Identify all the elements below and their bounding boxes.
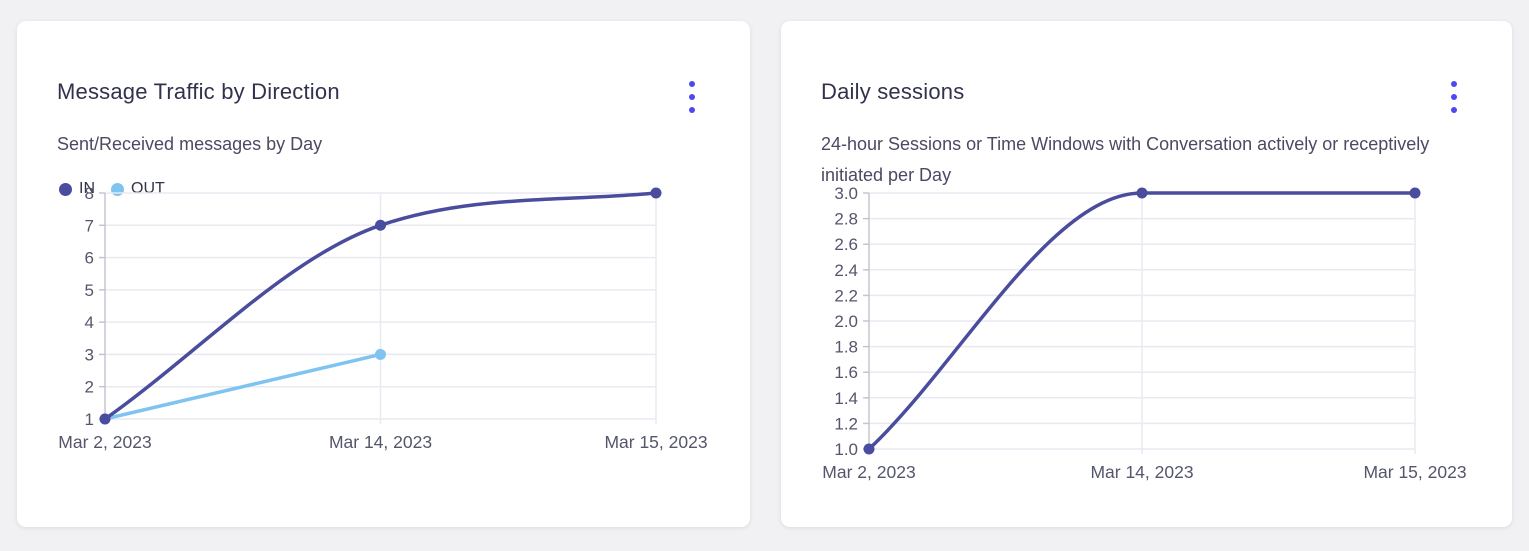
y-axis-tick-label: 1.0 (834, 440, 858, 459)
y-axis-tick-label: 2.6 (834, 235, 858, 254)
card-options-button[interactable] (678, 75, 706, 119)
kebab-menu-icon (1451, 81, 1457, 113)
x-axis-tick-label: Mar 15, 2023 (604, 432, 707, 452)
data-point[interactable] (99, 413, 111, 425)
data-point[interactable] (863, 443, 875, 455)
data-point[interactable] (375, 348, 386, 360)
x-axis-tick-label: Mar 2, 2023 (822, 462, 915, 482)
series-line-daily-sessions (867, 191, 1417, 451)
card-options-button[interactable] (1440, 75, 1468, 119)
x-axis-tick-label: Mar 2, 2023 (58, 432, 151, 452)
y-axis-tick-label: 8 (85, 184, 94, 203)
kebab-menu-icon (689, 81, 695, 113)
y-axis-tick-label: 1.4 (834, 389, 858, 408)
y-axis-tick-label: 2.2 (834, 286, 858, 305)
data-point[interactable] (650, 187, 662, 199)
y-axis-tick-label: 1.6 (834, 363, 858, 382)
y-axis-tick-label: 5 (85, 281, 94, 300)
daily-sessions-line-chart[interactable]: 1.0 1.2 1.4 1.6 1.8 2.0 2.2 2.4 2.6 2.8 3.0 Mar 2, … (781, 171, 1512, 501)
card-title: Message Traffic by Direction (57, 79, 340, 104)
message-traffic-card: Message Traffic by Direction Sent/Receiv… (17, 21, 750, 527)
data-point[interactable] (1136, 187, 1148, 199)
card-subtitle: 24-hour Sessions or Time Windows with Co… (821, 134, 1430, 185)
legend-item-in[interactable]: IN (59, 180, 95, 198)
y-axis-tick-label: 2.8 (834, 210, 858, 229)
y-axis-tick-label: 1.8 (834, 338, 858, 357)
x-axis-tick-label: Mar 15, 2023 (1363, 462, 1466, 482)
series-line-out (103, 352, 383, 421)
daily-sessions-card: Daily sessions 24-hour Sessions or Time … (781, 21, 1512, 527)
card-subtitle: Sent/Received messages by Day (57, 134, 323, 154)
y-axis-tick-label: 6 (85, 249, 94, 268)
legend-color-dot (59, 182, 72, 196)
data-point[interactable] (375, 219, 386, 231)
legend-label: IN (79, 180, 95, 197)
card-title: Daily sessions (821, 79, 965, 104)
y-axis-tick-label: 7 (85, 216, 94, 235)
y-axis-tick-label: 3.0 (834, 184, 858, 203)
y-axis-tick-label: 3 (85, 345, 94, 364)
x-axis-tick-label: Mar 14, 2023 (1090, 462, 1193, 482)
data-point[interactable] (1409, 187, 1421, 199)
y-axis-tick-label: 4 (85, 313, 94, 332)
y-axis-tick-label: 2 (85, 378, 94, 397)
message-traffic-line-chart[interactable]: 1 2 3 4 5 6 7 8 Mar 2, 2023 Mar 14, 2023 Mar 15, 2… (17, 171, 750, 481)
y-axis-tick-label: 1.2 (834, 414, 858, 433)
y-axis-tick-label: 1 (85, 410, 94, 429)
y-axis-tick-label: 2.0 (834, 312, 858, 331)
x-axis-tick-label: Mar 14, 2023 (329, 432, 432, 452)
y-axis-tick-label: 2.4 (834, 261, 858, 280)
